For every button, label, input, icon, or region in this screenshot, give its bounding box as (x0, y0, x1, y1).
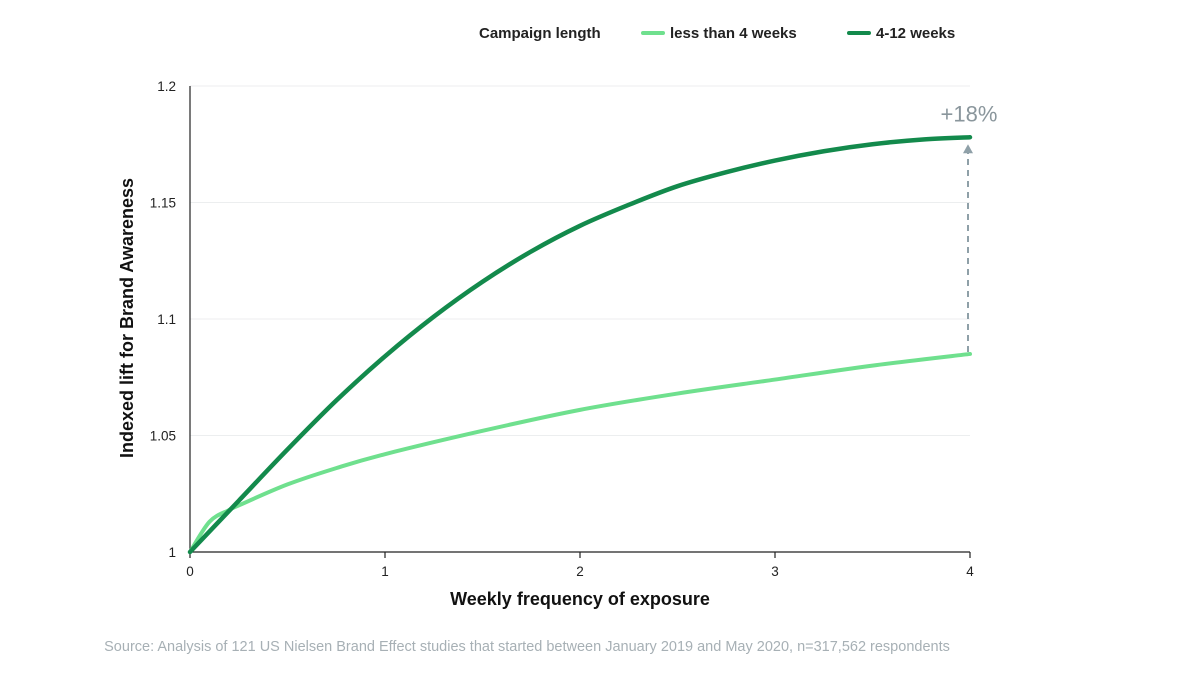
legend-title: Campaign length (479, 25, 601, 42)
legend-item-label: less than 4 weeks (670, 25, 797, 42)
legend-item-label: 4-12 weeks (876, 25, 955, 42)
y-axis-title: Indexed lift for Brand Awareness (117, 178, 137, 458)
series-line-1 (188, 351, 972, 554)
x-tick-label: 3 (771, 564, 779, 579)
source-note: Source: Analysis of 121 US Nielsen Brand… (104, 639, 950, 655)
x-axis-title: Weekly frequency of exposure (450, 589, 710, 609)
x-tick-label: 1 (381, 564, 389, 579)
axes: 11.051.11.151.20 1 2 3 4 (150, 79, 975, 579)
annotations: +18% (941, 101, 998, 352)
legend: Campaign length less than 4 weeks 4-12 we… (479, 25, 955, 42)
x-tick-label: 2 (576, 564, 584, 579)
y-tick-label: 1 (168, 545, 176, 560)
y-tick-label: 1.2 (157, 79, 176, 94)
annotation-label: +18% (941, 101, 998, 126)
y-tick-label: 1.1 (157, 312, 176, 327)
x-tick-label: 0 (186, 564, 194, 579)
series-line-2 (187, 135, 973, 555)
y-tick-label: 1.15 (150, 196, 176, 211)
grid-lines (190, 85, 970, 436)
series-lines (187, 135, 973, 555)
annotation-arrow-head (963, 144, 973, 154)
x-tick-label: 4 (966, 564, 974, 579)
y-tick-label: 1.05 (150, 429, 176, 444)
